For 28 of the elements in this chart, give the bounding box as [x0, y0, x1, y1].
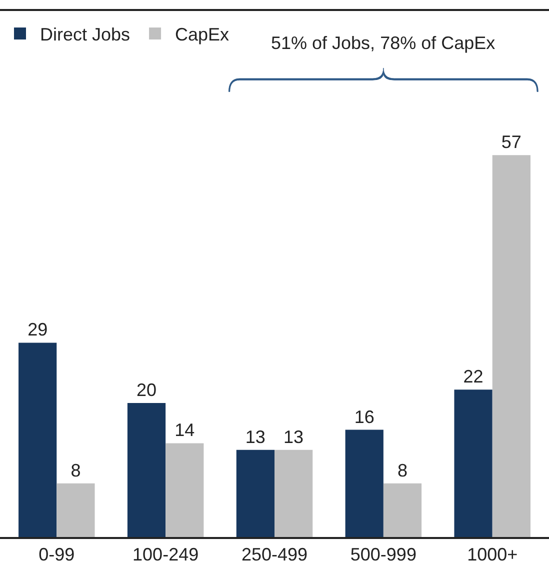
data-label: 16 — [354, 406, 374, 427]
bar — [56, 483, 95, 537]
data-label: 57 — [501, 132, 522, 152]
legend-label: CapEx — [175, 24, 230, 44]
data-label: 22 — [463, 366, 484, 387]
bar — [236, 450, 274, 537]
legend-label: Direct Jobs — [40, 24, 130, 44]
data-label: 13 — [245, 426, 266, 447]
x-tick-label: 100-249 — [132, 544, 199, 565]
data-label: 13 — [284, 426, 304, 447]
bar — [127, 403, 166, 537]
bar — [492, 155, 530, 537]
x-tick-label: 250-499 — [241, 544, 308, 565]
bar — [18, 342, 57, 537]
bar — [166, 443, 204, 537]
bar — [383, 483, 422, 537]
x-tick-label: 0-99 — [38, 544, 75, 565]
data-label: 8 — [397, 460, 408, 480]
data-label: 8 — [70, 460, 81, 480]
bar — [454, 390, 492, 537]
x-tick-label: 1000+ — [467, 544, 518, 565]
data-label: 29 — [28, 320, 48, 340]
data-label: 14 — [174, 420, 195, 440]
x-tick-label: 500-999 — [350, 544, 416, 565]
data-label: 20 — [136, 380, 157, 400]
bar — [274, 450, 313, 537]
text: 51% of Jobs, 78% of CapEx — [271, 33, 496, 53]
bar — [345, 430, 384, 537]
